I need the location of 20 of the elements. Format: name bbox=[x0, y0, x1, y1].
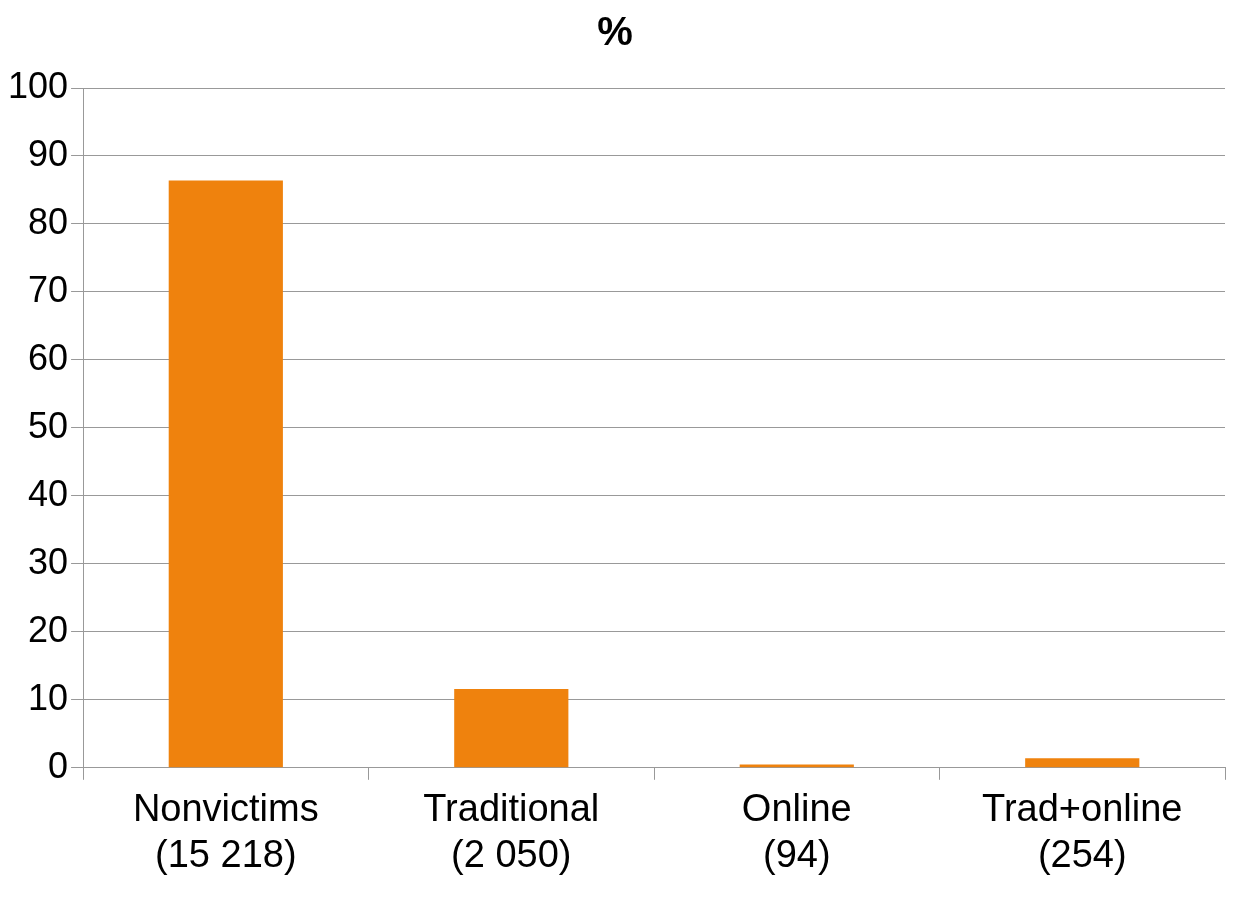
bar bbox=[739, 764, 854, 768]
chart-title: % bbox=[597, 9, 633, 54]
y-tick-label: 20 bbox=[28, 608, 69, 650]
y-tick-label: 60 bbox=[28, 336, 69, 378]
bar bbox=[1025, 758, 1140, 768]
y-tick-label: 50 bbox=[28, 404, 69, 446]
y-tick-label: 0 bbox=[48, 744, 69, 786]
bar bbox=[454, 688, 569, 768]
y-tick-label: 40 bbox=[28, 472, 69, 514]
x-tick-label: Traditional (2 050) bbox=[423, 787, 600, 875]
bar bbox=[168, 180, 283, 768]
y-tick-label: 10 bbox=[28, 676, 69, 718]
x-tick-label: Online (94) bbox=[741, 787, 852, 875]
y-tick-label: 30 bbox=[28, 540, 69, 582]
y-tick-label: 80 bbox=[28, 200, 69, 242]
y-tick-label: 70 bbox=[28, 268, 69, 310]
x-tick-label: Trad+online (254) bbox=[982, 787, 1183, 875]
y-tick-label: 100 bbox=[7, 64, 69, 106]
x-tick-label: Nonvictims (15 218) bbox=[132, 787, 319, 875]
y-tick-label: 90 bbox=[28, 132, 69, 174]
